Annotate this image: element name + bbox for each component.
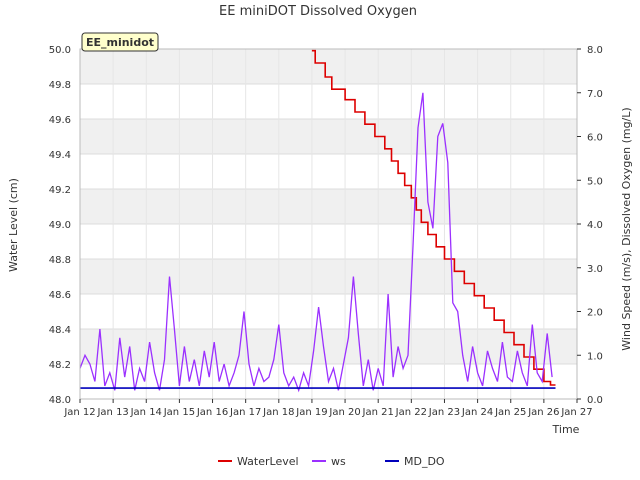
x-tick-label: Jan 18 (262, 407, 294, 418)
y-tick-right-label: 8.0 (587, 45, 603, 56)
y-tick-right-label: 7.0 (587, 89, 603, 100)
y-tick-right-label: 3.0 (587, 264, 603, 275)
legend-label: ws (331, 455, 346, 468)
y-tick-left-label: 48.8 (49, 255, 71, 266)
y-tick-left-label: 49.0 (49, 220, 71, 231)
x-tick-label: Jan 19 (295, 407, 327, 418)
badge: EE_minidot (81, 32, 159, 52)
x-tick-label: Jan 17 (229, 407, 261, 418)
grid-band (80, 49, 577, 84)
grid-band (80, 329, 577, 364)
grid-bands (80, 49, 577, 364)
chart-title: EE miniDOT Dissolved Oxygen (219, 4, 417, 19)
grid-band (80, 189, 577, 224)
legend-label: WaterLevel (237, 455, 299, 468)
y-tick-right-label: 6.0 (587, 133, 603, 144)
x-tick-label: Jan 13 (96, 407, 128, 418)
y-tick-left-label: 49.8 (49, 80, 71, 91)
x-tick-label: Jan 23 (428, 407, 460, 418)
badge-box (81, 32, 159, 52)
y-axis-left-label: Water Level (cm) (7, 178, 20, 272)
x-tick-label: Jan 27 (560, 407, 592, 418)
y-tick-left-label: 48.2 (49, 360, 71, 371)
series-line-waterlevel (311, 49, 556, 386)
y-tick-left-label: 50.0 (49, 45, 71, 56)
badge-label: EE_minidot (86, 36, 154, 49)
x-tick-label: Jan 16 (196, 407, 228, 418)
y-tick-right-label: 1.0 (587, 351, 603, 362)
x-tick-label: Jan 22 (395, 407, 427, 418)
y-tick-left-label: 49.6 (49, 115, 71, 126)
x-tick-label: Jan 12 (63, 407, 95, 418)
y-axis-right-label: Wind Speed (m/s), Dissolved Oxygen (mg/L… (620, 107, 633, 350)
tick-labels: 48.0 48.2 48.4 48.6 48.8 49.0 49.2 49.4 49.6 49.8… (49, 45, 603, 418)
y-tick-left-label: 49.4 (49, 150, 71, 161)
y-tick-right-label: 5.0 (587, 176, 603, 187)
legend: WaterLevel ws MD_DO (218, 455, 445, 468)
x-tick-label: Jan 21 (362, 407, 394, 418)
y-tick-right-label: 2.0 (587, 308, 603, 319)
grid-band (80, 119, 577, 154)
y-tick-right-label: 0.0 (587, 395, 603, 406)
legend-label: MD_DO (404, 455, 445, 468)
grid-band (80, 259, 577, 294)
y-tick-left-label: 48.0 (49, 395, 71, 406)
x-tick-label: Jan 25 (494, 407, 526, 418)
x-tick-label: Jan 14 (130, 407, 162, 418)
y-tick-left-label: 48.4 (49, 325, 71, 336)
x-tick-label: Jan 24 (461, 407, 493, 418)
y-tick-right-label: 4.0 (587, 220, 603, 231)
x-tick-label: Jan 20 (328, 407, 360, 418)
series-group (79, 49, 556, 393)
x-axis-label: Time (552, 423, 580, 436)
x-tick-label: Jan 26 (527, 407, 559, 418)
x-tick-label: Jan 15 (163, 407, 195, 418)
y-tick-left-label: 49.2 (49, 185, 71, 196)
y-tick-left-label: 48.6 (49, 290, 71, 301)
